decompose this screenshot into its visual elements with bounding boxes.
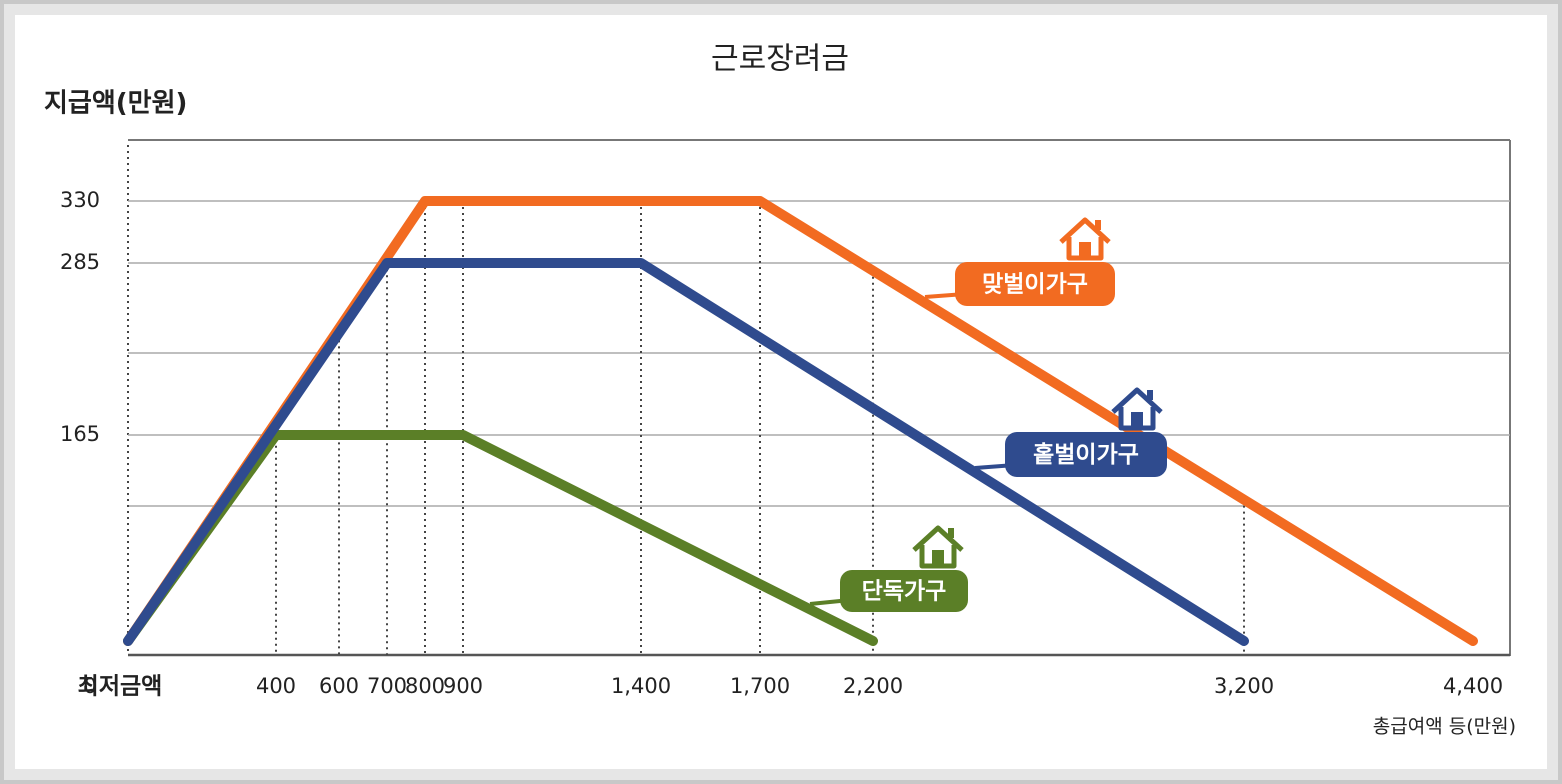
label-box bbox=[1005, 432, 1167, 477]
series-label: 맞벌이가구 bbox=[924, 217, 1115, 306]
x-tick-label: 최저금액 bbox=[78, 674, 163, 700]
house-chimney bbox=[1095, 220, 1101, 230]
y-tick-label: 330 bbox=[60, 188, 100, 212]
x-tick-label: 1,700 bbox=[730, 674, 790, 698]
y-tick-label: 165 bbox=[60, 422, 100, 446]
house-icon bbox=[912, 525, 964, 569]
x-tick-label: 800 bbox=[405, 674, 445, 698]
x-tick-label: 4,400 bbox=[1443, 674, 1503, 698]
house-chimney bbox=[948, 528, 954, 538]
x-tick-label: 2,200 bbox=[843, 674, 903, 698]
legend-label: 맞벌이가구 bbox=[982, 272, 1088, 298]
house-door bbox=[1131, 412, 1143, 426]
origin-label: 0 bbox=[83, 674, 96, 698]
x-tick-label: 700 bbox=[367, 674, 407, 698]
series-label: 홑벌이가구 bbox=[974, 387, 1167, 477]
house-door bbox=[1079, 242, 1091, 256]
x-tick-label: 400 bbox=[256, 674, 296, 698]
legend-label: 단독가구 bbox=[862, 579, 947, 605]
house-chimney bbox=[1147, 390, 1153, 400]
series-line bbox=[123, 258, 1249, 646]
x-axis-label: 총급여액 등(만원) bbox=[1373, 716, 1516, 738]
series-label: 단독가구 bbox=[809, 525, 968, 612]
y-axis-label: 지급액(만원) bbox=[44, 89, 187, 119]
y-tick-label: 285 bbox=[60, 250, 100, 274]
label-box bbox=[955, 262, 1115, 306]
label-box bbox=[840, 570, 968, 612]
house-door bbox=[932, 550, 944, 564]
house-icon bbox=[1059, 217, 1111, 261]
x-tick-label: 900 bbox=[443, 674, 483, 698]
chart-title: 근로장려금 bbox=[711, 42, 849, 77]
x-tick-label: 600 bbox=[319, 674, 359, 698]
x-tick-label: 3,200 bbox=[1214, 674, 1274, 698]
legend-label: 홑벌이가구 bbox=[1033, 442, 1139, 468]
x-tick-label: 1,400 bbox=[611, 674, 671, 698]
house-icon bbox=[1111, 387, 1163, 431]
